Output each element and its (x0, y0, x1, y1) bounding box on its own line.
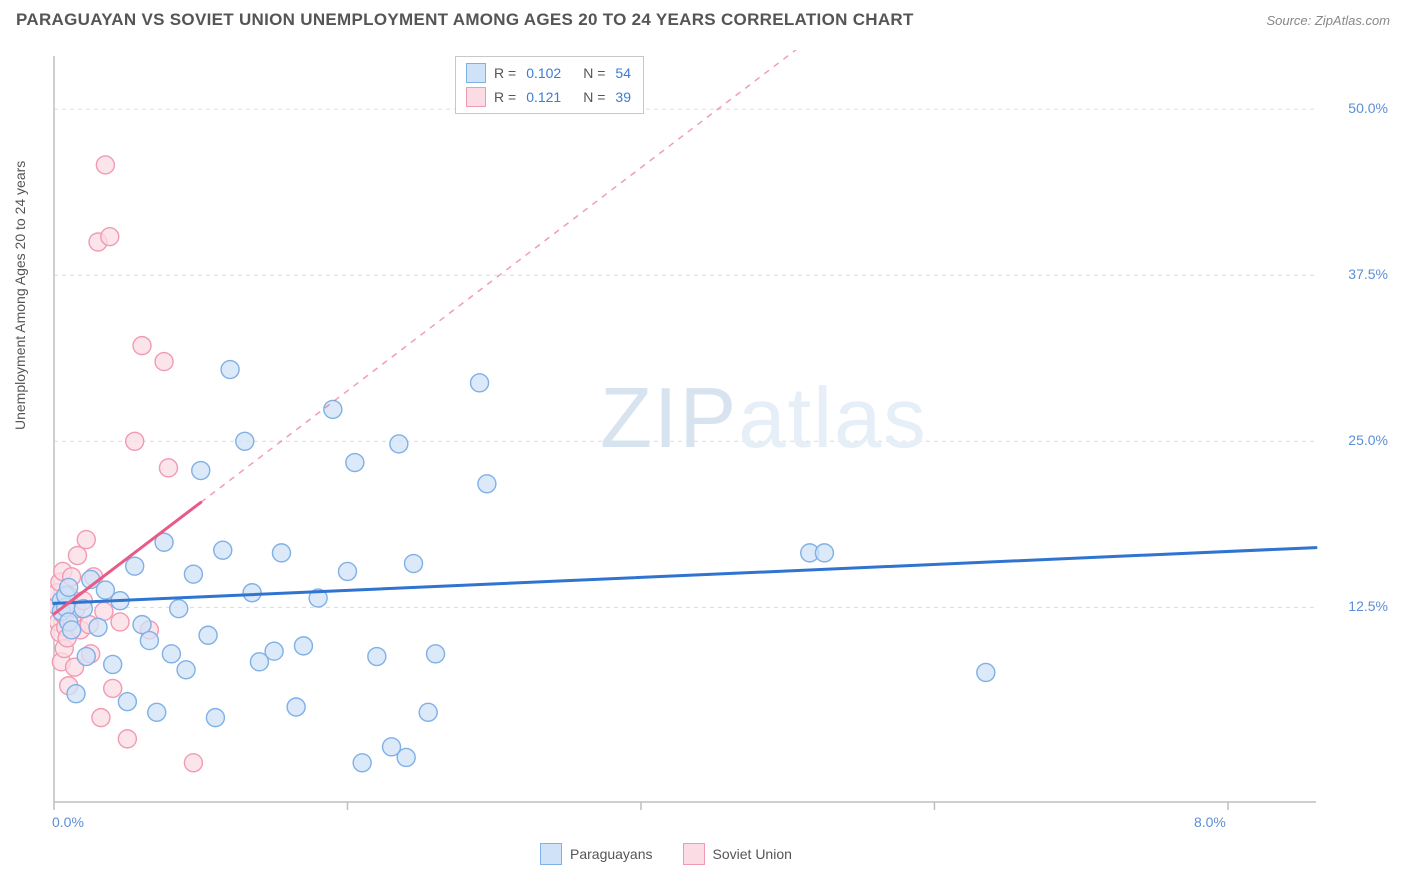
y-tick-label: 25.0% (1348, 432, 1388, 448)
legend-row: R = 0.121 N = 39 (466, 85, 633, 109)
n-value: 54 (615, 65, 631, 81)
y-tick-label: 37.5% (1348, 266, 1388, 282)
r-label: R = (494, 65, 516, 81)
n-value: 39 (615, 89, 631, 105)
chart-title: PARAGUAYAN VS SOVIET UNION UNEMPLOYMENT … (16, 10, 914, 30)
n-label: N = (583, 89, 605, 105)
title-bar: PARAGUAYAN VS SOVIET UNION UNEMPLOYMENT … (16, 10, 1390, 30)
y-axis-label: Unemployment Among Ages 20 to 24 years (12, 161, 28, 430)
x-tick-label: 8.0% (1194, 814, 1226, 830)
legend-swatch (466, 63, 486, 83)
legend-label: Soviet Union (713, 846, 792, 862)
scatter-chart (50, 50, 1376, 820)
chart-area (50, 50, 1376, 820)
legend-swatch (540, 843, 562, 865)
source-label: Source: ZipAtlas.com (1266, 13, 1390, 28)
n-label: N = (583, 65, 605, 81)
y-tick-label: 50.0% (1348, 100, 1388, 116)
series-legend: Paraguayans Soviet Union (540, 843, 792, 865)
legend-item: Soviet Union (683, 843, 792, 865)
legend-swatch (466, 87, 486, 107)
r-value: 0.121 (526, 89, 561, 105)
x-tick-label: 0.0% (52, 814, 84, 830)
legend-label: Paraguayans (570, 846, 653, 862)
r-label: R = (494, 89, 516, 105)
r-value: 0.102 (526, 65, 561, 81)
legend-item: Paraguayans (540, 843, 653, 865)
legend-swatch (683, 843, 705, 865)
legend-row: R = 0.102 N = 54 (466, 61, 633, 85)
correlation-legend: R = 0.102 N = 54 R = 0.121 N = 39 (455, 56, 644, 114)
y-tick-label: 12.5% (1348, 598, 1388, 614)
